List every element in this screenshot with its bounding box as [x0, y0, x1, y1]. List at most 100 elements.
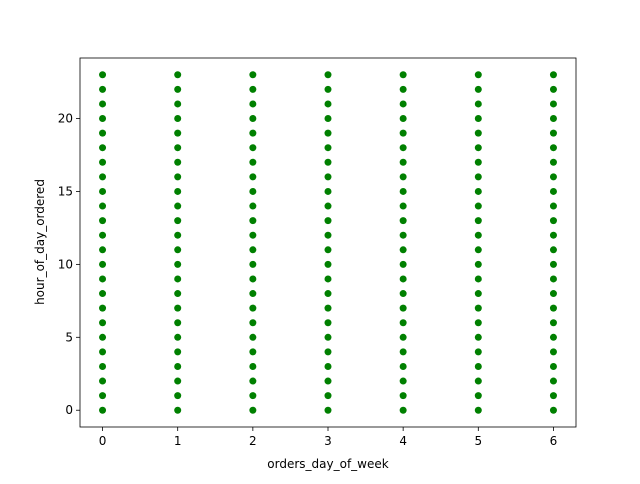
point — [249, 246, 257, 254]
point — [174, 304, 182, 312]
point — [549, 187, 557, 195]
point — [249, 406, 257, 414]
point — [99, 202, 107, 210]
point — [99, 319, 107, 327]
point — [174, 319, 182, 327]
point — [174, 392, 182, 400]
point — [324, 115, 332, 123]
point — [474, 217, 482, 225]
point — [174, 100, 182, 108]
point — [324, 260, 332, 268]
point — [99, 100, 107, 108]
point — [249, 173, 257, 181]
point — [174, 129, 182, 137]
point — [174, 71, 182, 79]
point — [249, 85, 257, 93]
point — [549, 217, 557, 225]
point — [399, 115, 407, 123]
x-tick-label: 0 — [99, 434, 107, 448]
point — [99, 217, 107, 225]
point — [474, 231, 482, 239]
point — [324, 362, 332, 370]
point — [324, 304, 332, 312]
point — [249, 129, 257, 137]
point — [99, 348, 107, 356]
point — [99, 129, 107, 137]
y-tick-label: 15 — [58, 184, 73, 198]
point — [549, 173, 557, 181]
point — [249, 158, 257, 166]
point — [549, 319, 557, 327]
point — [174, 144, 182, 152]
point — [474, 406, 482, 414]
point — [174, 231, 182, 239]
point — [324, 392, 332, 400]
point — [324, 158, 332, 166]
point — [324, 231, 332, 239]
point — [399, 217, 407, 225]
point — [99, 187, 107, 195]
point — [174, 377, 182, 385]
point — [249, 115, 257, 123]
point — [474, 100, 482, 108]
point — [99, 144, 107, 152]
point — [249, 304, 257, 312]
point — [474, 348, 482, 356]
point — [474, 158, 482, 166]
point — [549, 392, 557, 400]
point — [174, 246, 182, 254]
point — [174, 115, 182, 123]
point — [474, 260, 482, 268]
point — [324, 100, 332, 108]
y-tick-label: 5 — [65, 330, 73, 344]
point — [474, 85, 482, 93]
point — [549, 231, 557, 239]
point — [399, 275, 407, 283]
point — [324, 129, 332, 137]
point — [399, 158, 407, 166]
point — [399, 187, 407, 195]
point — [324, 406, 332, 414]
point — [474, 144, 482, 152]
point — [549, 129, 557, 137]
point — [174, 260, 182, 268]
point — [249, 217, 257, 225]
point — [174, 406, 182, 414]
point — [249, 100, 257, 108]
point — [474, 319, 482, 327]
point — [549, 377, 557, 385]
point — [249, 187, 257, 195]
y-tick-label: 10 — [58, 257, 73, 271]
point — [174, 187, 182, 195]
point — [549, 260, 557, 268]
point — [399, 304, 407, 312]
point — [474, 71, 482, 79]
point — [474, 377, 482, 385]
point — [474, 173, 482, 181]
point — [174, 217, 182, 225]
point — [174, 362, 182, 370]
point — [549, 85, 557, 93]
plot-frame — [79, 57, 577, 428]
point — [99, 158, 107, 166]
point — [174, 173, 182, 181]
point — [99, 406, 107, 414]
point — [399, 377, 407, 385]
point — [99, 71, 107, 79]
point — [324, 275, 332, 283]
point — [399, 202, 407, 210]
x-tick-label: 5 — [474, 434, 482, 448]
point — [549, 333, 557, 341]
point — [324, 319, 332, 327]
x-tick-label: 6 — [550, 434, 558, 448]
point — [549, 348, 557, 356]
point — [324, 71, 332, 79]
point — [549, 115, 557, 123]
point — [399, 173, 407, 181]
point — [99, 173, 107, 181]
point — [549, 158, 557, 166]
point — [249, 144, 257, 152]
point — [174, 290, 182, 298]
point — [474, 362, 482, 370]
